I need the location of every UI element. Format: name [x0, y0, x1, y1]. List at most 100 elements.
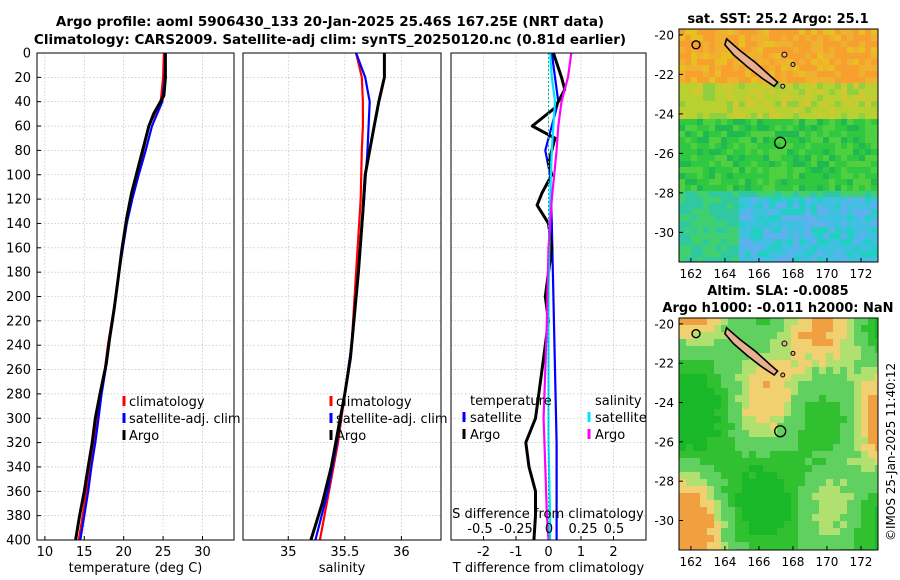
- x-tick-label: 20: [115, 545, 132, 560]
- figure-title-line1: Argo profile: aoml 5906430_133 20-Jan-20…: [55, 14, 605, 30]
- map-title: Altim. SLA: -0.0085: [707, 284, 848, 299]
- y-tick-label: -30: [654, 514, 674, 528]
- island-outline: [691, 40, 701, 50]
- x-axis-label: temperature (deg C): [69, 561, 203, 576]
- island-outline: [790, 62, 796, 68]
- island-outline: [781, 51, 788, 58]
- figure-title-line2: Climatology: CARS2009. Satellite-adj cli…: [33, 32, 627, 48]
- x-tick-label: 2: [609, 545, 617, 560]
- x-tick-label: 166: [747, 267, 770, 281]
- x-axis-label: salinity: [319, 561, 366, 576]
- map-subtitle: Argo h1000: -0.011 h2000: NaN: [662, 301, 893, 316]
- legend-label: Argo: [336, 429, 366, 444]
- difference-panel: -2 -1 0 1 2T difference from climatology temp…: [450, 52, 647, 576]
- sla-map-panel: 162 164 166 168 170 172 -20 -22 -24 -26 -28 -30 Alti…: [654, 284, 893, 569]
- island-new-caledonia: [724, 326, 779, 377]
- x-tick-label: 1: [577, 545, 585, 560]
- argo-float-marker: [774, 136, 787, 149]
- x-tick-label: 166: [747, 555, 770, 569]
- y-tick-label: 100: [6, 168, 31, 183]
- map-frame: [678, 317, 879, 551]
- x-tick-label: 25: [155, 545, 172, 560]
- y-tick-label: -28: [654, 186, 674, 200]
- y-tick-label: 40: [14, 95, 31, 110]
- legend-label: Argo: [129, 429, 159, 444]
- x-tick-label: 170: [816, 555, 839, 569]
- x-tick-label: 35.5: [330, 545, 359, 560]
- legend-label: climatology: [336, 395, 412, 410]
- island-outline: [691, 329, 701, 339]
- y-tick-label: 180: [6, 266, 31, 281]
- legend-title: salinity: [595, 394, 642, 409]
- axes-frame: [36, 52, 235, 541]
- y-tick-label: 120: [6, 193, 31, 208]
- x-tick-label: -1: [510, 545, 523, 560]
- y-tick-label: 200: [6, 290, 31, 305]
- y-tick-label: 80: [14, 144, 31, 159]
- x-tick-label: 170: [816, 267, 839, 281]
- island-outline: [780, 372, 786, 378]
- legend-title: temperature: [470, 394, 552, 409]
- x-tick-label: 162: [679, 555, 702, 569]
- map-frame: [678, 28, 879, 263]
- island-new-caledonia: [724, 37, 779, 88]
- axes-frame: [450, 52, 647, 541]
- y-tick-label: 20: [14, 71, 31, 86]
- x-tick-label: 15: [76, 545, 93, 560]
- island-outline: [780, 83, 786, 89]
- map-image: [679, 29, 878, 262]
- legend-label: Argo: [595, 428, 625, 443]
- x-tick-label: -2: [477, 545, 490, 560]
- x-tick-label: 164: [713, 555, 736, 569]
- series-line: [542, 52, 573, 541]
- x-tick-label: 168: [782, 555, 805, 569]
- x-tick-label: 10: [37, 545, 54, 560]
- y-tick-label: 320: [6, 436, 31, 451]
- axes-frame: [242, 52, 442, 541]
- y-tick-label: -22: [654, 357, 674, 371]
- x-tick-label: 172: [850, 267, 873, 281]
- argo-float-marker: [774, 425, 787, 438]
- y-tick-label: 140: [6, 217, 31, 232]
- legend-label: Argo: [470, 428, 500, 443]
- legend-label: satellite-adj. clim: [336, 412, 448, 427]
- y-tick-label: 340: [6, 460, 31, 475]
- top-tick-label: -0.5: [467, 522, 492, 537]
- y-tick-label: -20: [654, 28, 674, 42]
- top-tick-label: 0.25: [569, 522, 598, 537]
- legend-label: satellite: [595, 411, 647, 426]
- top-axis-label: S difference from climatology: [452, 507, 644, 522]
- top-tick-label: 0.5: [604, 522, 625, 537]
- salinity-panel: 35 35.5 36 salinity climatology satellite-adj…: [242, 52, 448, 576]
- x-tick-label: 30: [194, 545, 211, 560]
- x-tick-label: 168: [782, 267, 805, 281]
- y-tick-label: -30: [654, 226, 674, 240]
- y-tick-label: 360: [6, 485, 31, 500]
- temperature-panel: 10 15 20 25 30020406080100120140160180200220…: [6, 47, 240, 577]
- y-tick-label: 60: [14, 120, 31, 135]
- series-line: [547, 52, 557, 540]
- legend-label: satellite-adj. clim: [129, 412, 241, 427]
- y-tick-label: 0: [23, 47, 31, 62]
- imos-timestamp: ©IMOS 25-Jan-2025 11:40:12: [884, 363, 898, 541]
- y-tick-label: 160: [6, 241, 31, 256]
- x-tick-label: 36: [393, 545, 410, 560]
- sst-map-panel: 162 164 166 168 170 172 -20 -22 -24 -26 -28 -30 sat.…: [654, 12, 879, 281]
- x-tick-label: 162: [679, 267, 702, 281]
- x-tick-label: 164: [713, 267, 736, 281]
- y-tick-label: -22: [654, 68, 674, 82]
- legend-label: climatology: [129, 395, 205, 410]
- y-tick-label: -26: [654, 435, 674, 449]
- x-tick-label: 172: [850, 555, 873, 569]
- y-tick-label: 260: [6, 363, 31, 378]
- y-tick-label: -28: [654, 475, 674, 489]
- y-tick-label: 280: [6, 387, 31, 402]
- top-tick-label: 0: [545, 522, 553, 537]
- x-axis-label: T difference from climatology: [452, 561, 645, 576]
- y-tick-label: 380: [6, 509, 31, 524]
- series-line: [309, 53, 386, 541]
- series-line: [74, 53, 167, 541]
- y-tick-label: 400: [6, 534, 31, 549]
- y-tick-label: -20: [654, 317, 674, 331]
